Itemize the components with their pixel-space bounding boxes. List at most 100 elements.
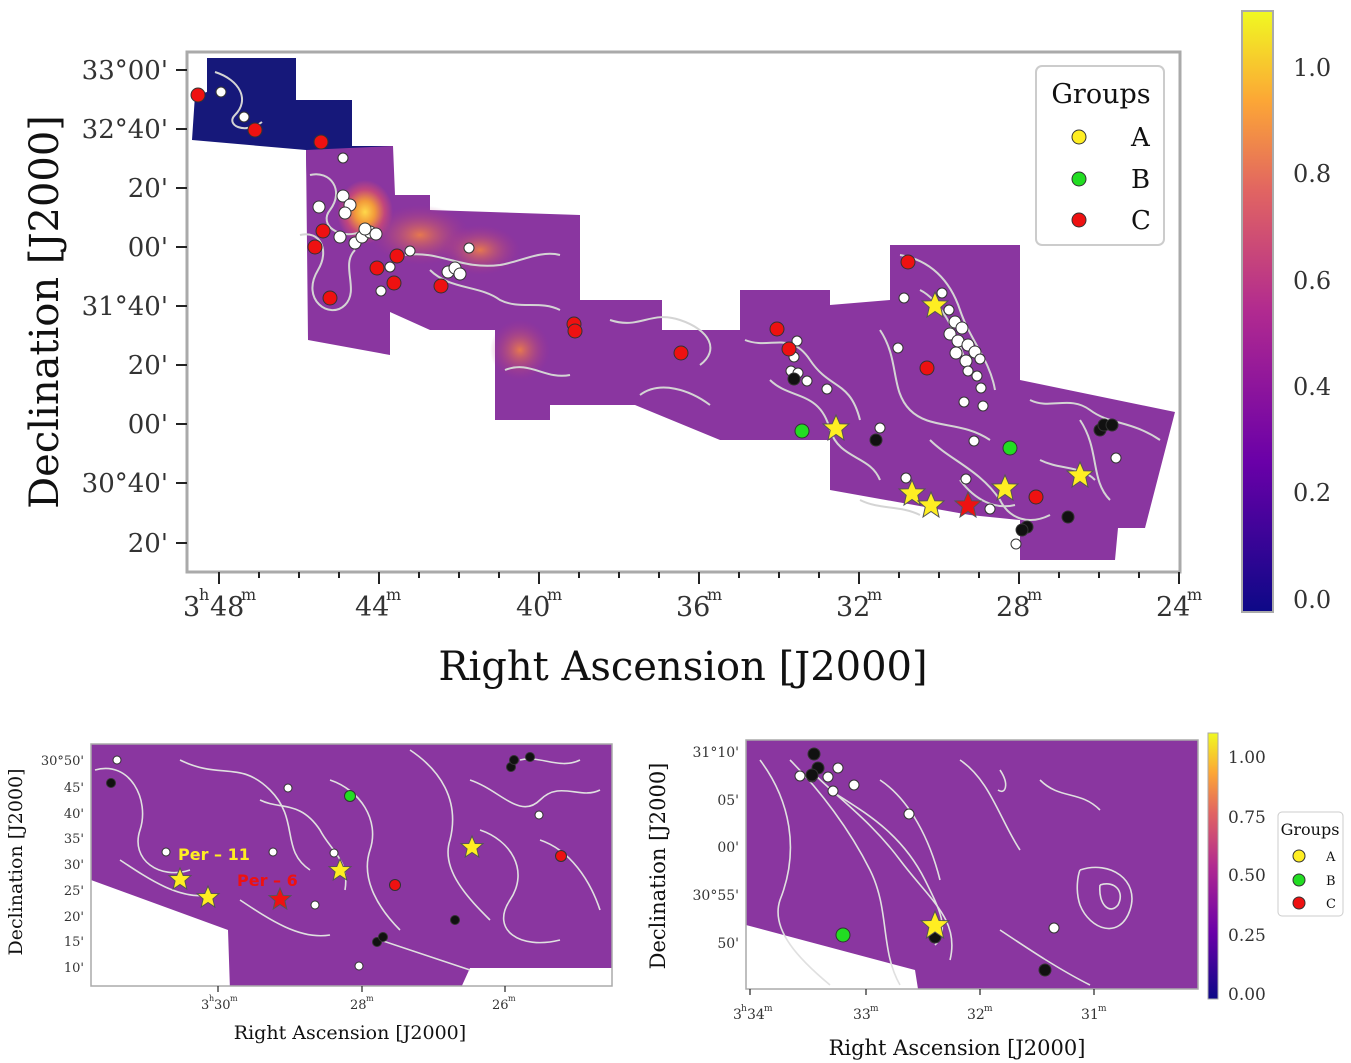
group-a-star bbox=[327, 857, 353, 882]
white-source bbox=[268, 847, 278, 857]
y-tick-label: 20' bbox=[64, 910, 84, 925]
group-c-point bbox=[673, 345, 689, 361]
y-axis-label: Declination [J2000] bbox=[5, 768, 27, 955]
colorbar-tick: 0.6 bbox=[1293, 267, 1331, 295]
black-source bbox=[1038, 963, 1052, 977]
white-source bbox=[215, 86, 227, 98]
legend-marker-b bbox=[1292, 873, 1306, 887]
x-tick-label: m bbox=[241, 585, 256, 604]
y-tick-label: 15' bbox=[64, 935, 84, 950]
colorbar-tick: 1.00 bbox=[1228, 748, 1266, 768]
white-source bbox=[962, 365, 974, 377]
white-source bbox=[453, 267, 467, 281]
legend-marker-c bbox=[1071, 212, 1087, 228]
white-source bbox=[832, 762, 844, 774]
y-tick-label: 25' bbox=[64, 884, 84, 899]
black-source bbox=[1061, 510, 1075, 524]
group-c-point bbox=[322, 290, 338, 306]
white-source bbox=[112, 755, 122, 765]
red-star bbox=[267, 886, 293, 911]
group-a-star bbox=[897, 478, 927, 507]
x-axis-label: Right Ascension [J2000] bbox=[438, 644, 927, 690]
colorbar-tick: 0.4 bbox=[1293, 373, 1331, 401]
white-source bbox=[310, 900, 320, 910]
group-b-point bbox=[1002, 440, 1018, 456]
x-tick-label: 28 bbox=[996, 592, 1030, 623]
group-b-markers bbox=[794, 423, 1018, 456]
group-c-point bbox=[307, 239, 323, 255]
white-source bbox=[892, 342, 904, 354]
x-tick-label: m bbox=[870, 1004, 879, 1014]
legend-label-b: B bbox=[1131, 165, 1150, 195]
white-source bbox=[903, 808, 915, 820]
colorbar-tick: 0.75 bbox=[1228, 808, 1266, 828]
x-tick-label: 44 bbox=[355, 592, 389, 623]
legend-marker-a bbox=[1071, 129, 1087, 145]
y-ticks bbox=[176, 69, 187, 544]
y-tick-label: 20' bbox=[128, 351, 168, 381]
white-source bbox=[974, 353, 986, 365]
group-a-star bbox=[919, 909, 951, 940]
white-source bbox=[384, 261, 396, 273]
group-c-point bbox=[315, 223, 331, 239]
white-source bbox=[404, 245, 416, 257]
x-tick-label: m bbox=[707, 585, 722, 604]
x-tick-label: m bbox=[984, 1004, 993, 1014]
zoom-right-panel: 3 h 34 m 33 m 32 m 31 m 31°10' 05' 00' 3… bbox=[646, 732, 1344, 1060]
black-source bbox=[1015, 523, 1029, 537]
group-a-star bbox=[459, 834, 485, 859]
white-source bbox=[354, 961, 364, 971]
white-source bbox=[338, 206, 352, 220]
group-c-point bbox=[247, 122, 263, 138]
colorbar-tick: 0.00 bbox=[1228, 985, 1266, 1005]
group-c-point bbox=[389, 879, 401, 891]
group-a-star bbox=[916, 490, 946, 519]
x-tick-label: 31 bbox=[1081, 1007, 1099, 1023]
small-colorbar: 0.00 0.25 0.50 0.75 1.00 bbox=[1207, 732, 1266, 1005]
y-tick-label: 10' bbox=[64, 961, 84, 976]
y-tick-label: 00' bbox=[717, 840, 739, 856]
y-tick-label: 00' bbox=[128, 233, 168, 263]
white-source bbox=[238, 111, 250, 123]
other-sources bbox=[215, 86, 1122, 550]
white-source bbox=[336, 189, 350, 203]
group-c-point bbox=[567, 323, 583, 339]
legend-marker-c bbox=[1292, 896, 1306, 910]
group-c-point bbox=[313, 134, 329, 150]
y-tick-labels: 33°00' 32°40' 20' 00' 31°40' 20' 00' 30°… bbox=[82, 56, 168, 559]
group-a-star bbox=[195, 884, 221, 909]
white-source bbox=[898, 292, 910, 304]
x-tick-label: m bbox=[230, 994, 238, 1003]
white-source bbox=[936, 287, 948, 299]
legend-label-a: A bbox=[1325, 850, 1336, 865]
white-source bbox=[821, 383, 833, 395]
white-source bbox=[801, 375, 813, 387]
white-source bbox=[984, 503, 996, 515]
white-source bbox=[794, 770, 806, 782]
x-tick-label: 32 bbox=[967, 1007, 985, 1023]
group-a-star bbox=[1065, 460, 1095, 489]
zoom-left-panel: Per – 11 Per – 6 3 h 30 m 28 m 26 m 30°5… bbox=[5, 743, 613, 1044]
y-tick-label: 30' bbox=[64, 858, 84, 873]
x-tick-label: m bbox=[867, 585, 882, 604]
black-source bbox=[106, 778, 116, 788]
y-tick-label: 30°50' bbox=[41, 754, 84, 769]
x-tick-label: m bbox=[547, 585, 562, 604]
small-legend: Groups A B C bbox=[1277, 811, 1344, 917]
x-tick-label: 24 bbox=[1156, 592, 1190, 623]
colorbar-tick: 0.2 bbox=[1293, 479, 1331, 507]
group-c-point bbox=[555, 850, 567, 862]
y-tick-label: 32°40' bbox=[82, 115, 168, 145]
white-source bbox=[161, 847, 171, 857]
white-source bbox=[822, 771, 834, 783]
white-source bbox=[827, 785, 839, 797]
white-source bbox=[955, 321, 969, 335]
white-source bbox=[333, 230, 347, 244]
white-source bbox=[375, 285, 387, 297]
group-c-markers bbox=[190, 87, 1044, 505]
x-tick-label: 30 bbox=[214, 998, 231, 1013]
x-axis-label: Right Ascension [J2000] bbox=[234, 1022, 466, 1044]
x-tick-label: 33 bbox=[853, 1007, 871, 1023]
colorbar-tick: 1.0 bbox=[1293, 54, 1331, 82]
black-source bbox=[787, 372, 801, 386]
